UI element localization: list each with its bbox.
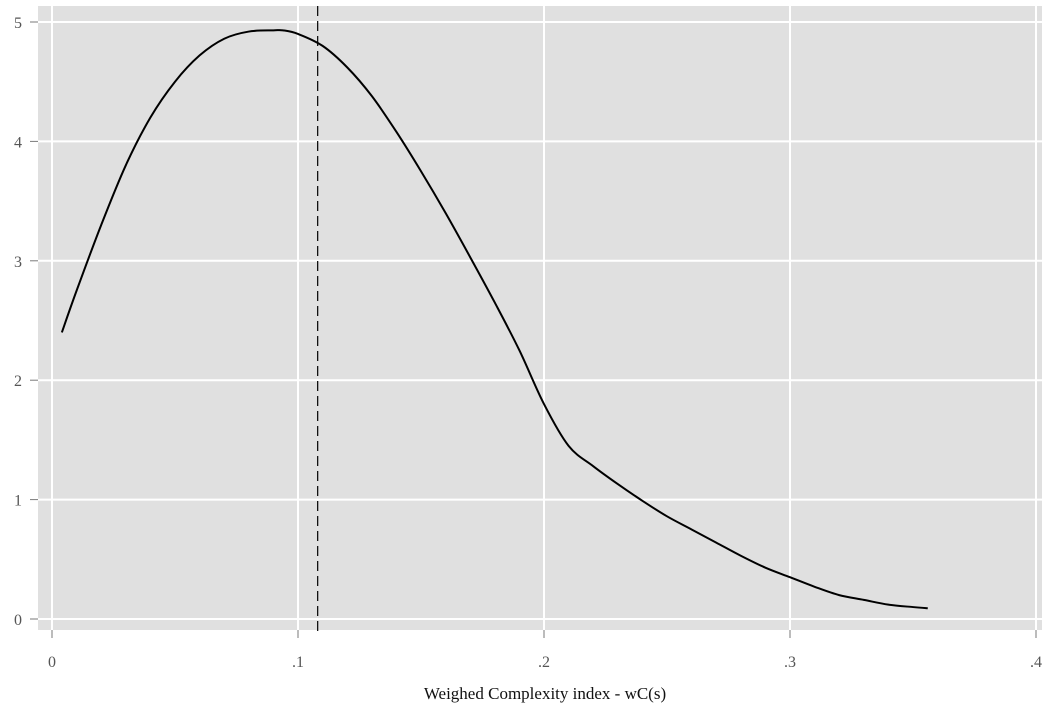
y-tick-label: 0	[14, 612, 22, 629]
y-tick-label: 5	[14, 15, 22, 32]
x-tick-label: .1	[292, 654, 304, 671]
x-axis-title: Weighed Complexity index - wC(s)	[424, 684, 666, 703]
series-group	[60, 29, 928, 610]
x-tick-label: 0	[48, 654, 56, 671]
x-tick-label: .4	[1030, 654, 1042, 671]
y-tick-label: 4	[14, 134, 22, 151]
x-tick-label: .3	[784, 654, 796, 671]
y-tick-label: 3	[14, 254, 22, 271]
gridlines	[38, 6, 1042, 630]
y-tick-label: 1	[14, 493, 22, 510]
axes: 0 .1 .2 .3 .4 0 1 2 3 4 5	[14, 15, 1042, 671]
density-curve-0	[60, 29, 928, 610]
y-tick-label: 2	[14, 373, 22, 390]
x-tick-label: .2	[538, 654, 550, 671]
plot-background	[38, 6, 1042, 630]
